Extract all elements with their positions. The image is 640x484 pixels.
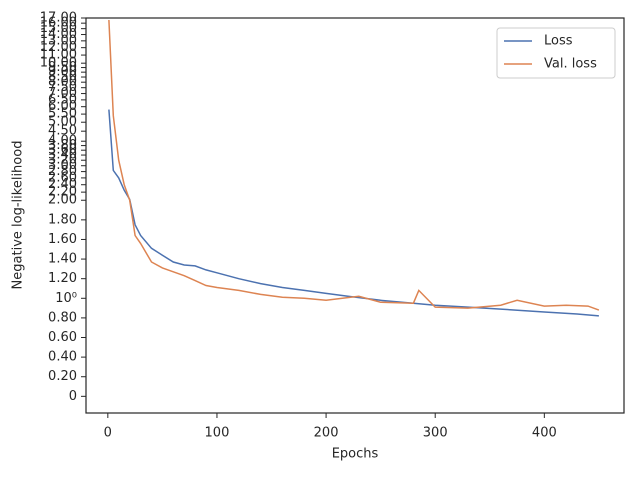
y-tick-label: 3.60: [48, 143, 77, 158]
x-tick-label: 200: [314, 426, 339, 441]
y-tick-label: 2.00: [48, 193, 77, 208]
y-tick-label: 5.50: [48, 107, 77, 122]
y-tick-label: 15.00: [40, 21, 77, 36]
y-tick-label: 7.00: [48, 86, 77, 101]
legend-label: Val. loss: [544, 57, 597, 72]
y-tick-label: 0.20: [48, 369, 77, 384]
plot-frame: [85, 17, 625, 414]
y-tick-label: 10.00: [40, 56, 77, 71]
y-tick-label: 12.00: [40, 40, 77, 55]
y-tick-label: 5.00: [48, 115, 77, 130]
y-tick-label: 4.00: [48, 134, 77, 149]
y-tick-label: 9.00: [48, 65, 77, 80]
y-tick-label: 6.50: [48, 92, 77, 107]
x-tick-label: 300: [423, 426, 448, 441]
y-tick-label: 9.50: [48, 60, 77, 75]
y-tick-label: 2.20: [48, 185, 77, 200]
y-tick-label: 1.20: [48, 271, 77, 286]
y-tick-label: 0: [69, 389, 77, 404]
y-tick-label: 1.80: [48, 212, 77, 227]
y-tick-label: 13.00: [40, 33, 77, 48]
y-tick-label: 7.50: [48, 80, 77, 95]
y-tick-label: 3.20: [48, 153, 77, 168]
y-tick-label: 3.00: [48, 158, 77, 173]
y-tick-label: 2.40: [48, 177, 77, 192]
y-tick-label: 0.60: [48, 330, 77, 345]
y-tick-label: 2.80: [48, 164, 77, 179]
y-tick-label: 10⁰: [55, 291, 77, 306]
y-axis-label: Negative log-likelihood: [11, 141, 26, 290]
y-tick-label: 14.00: [40, 27, 77, 42]
x-axis-label: Epochs: [332, 447, 379, 462]
y-tick-label: 4.50: [48, 124, 77, 139]
y-tick-label: 8.00: [48, 75, 77, 90]
y-tick-label: 1.40: [48, 252, 77, 267]
legend-label: Loss: [544, 34, 573, 49]
loss-line: [108, 19, 600, 311]
y-tick-label: 11.00: [40, 48, 77, 63]
y-tick-label: 0.40: [48, 350, 77, 365]
y-tick-label: 17.00: [40, 11, 77, 26]
loss-line: [108, 109, 599, 317]
y-tick-label: 6.00: [48, 99, 77, 114]
y-tick-label: 3.80: [48, 138, 77, 153]
y-tick-label: 3.40: [48, 148, 77, 163]
y-tick-label: 8.50: [48, 70, 77, 85]
x-tick-label: 0: [104, 426, 112, 441]
y-tick-label: 0.80: [48, 310, 77, 325]
x-tick-label: 400: [532, 426, 557, 441]
y-tick-label: 16.00: [40, 16, 77, 31]
x-tick-label: 100: [205, 426, 230, 441]
y-tick-label: 1.60: [48, 232, 77, 247]
y-tick-label: 2.60: [48, 170, 77, 185]
